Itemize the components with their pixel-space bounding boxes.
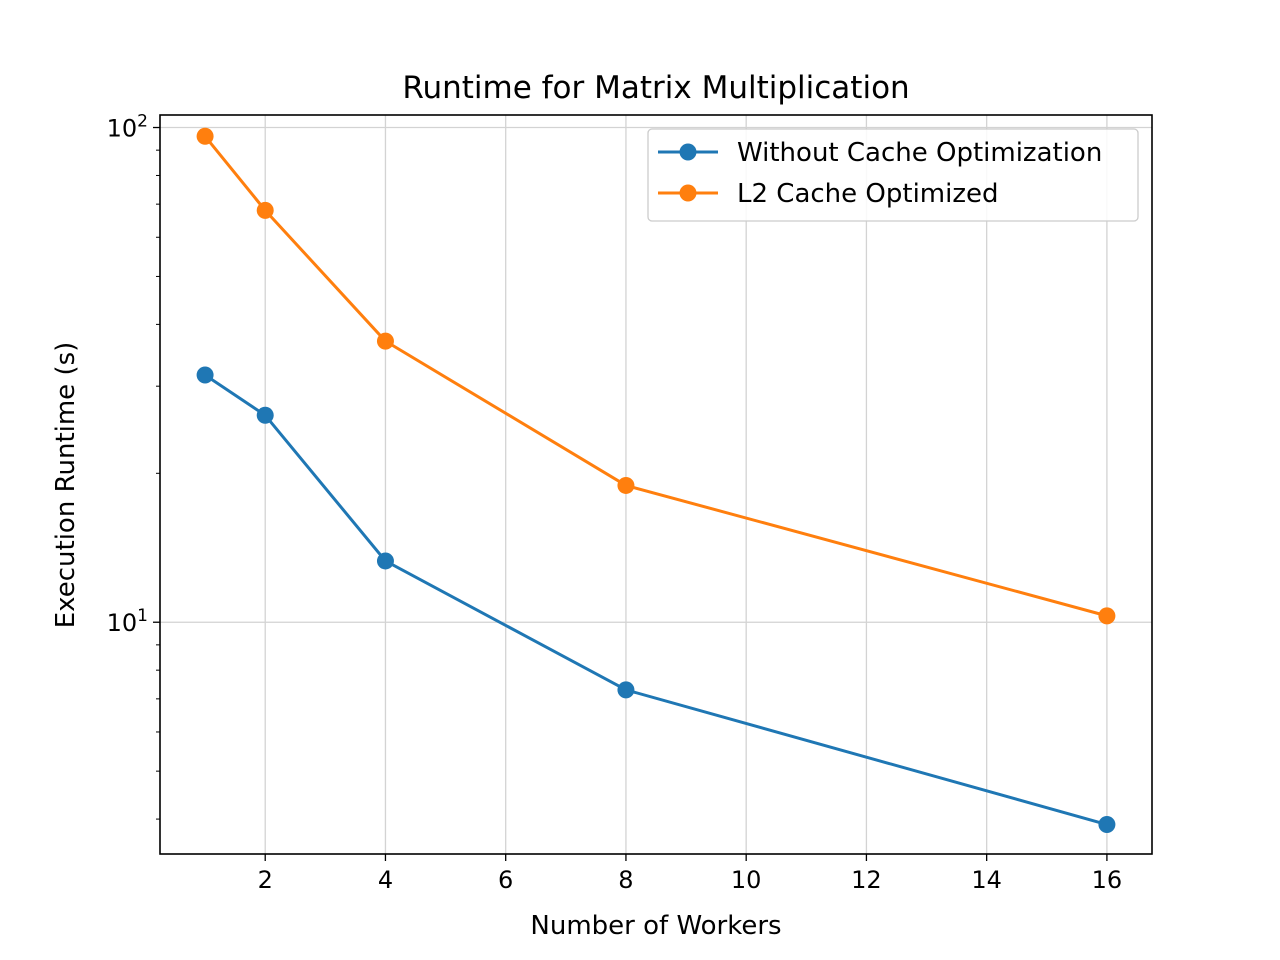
y-axis-label: Execution Runtime (s): [51, 342, 81, 629]
x-axis-label: Number of Workers: [530, 911, 781, 941]
x-tick-label: 6: [498, 866, 513, 894]
data-point: [376, 332, 394, 350]
data-point: [617, 476, 635, 494]
x-tick-label: 10: [731, 866, 762, 894]
legend-marker: [679, 184, 697, 202]
x-tick-label: 8: [618, 866, 633, 894]
x-tick-label: 2: [258, 866, 273, 894]
chart-title: Runtime for Matrix Multiplication: [402, 70, 909, 106]
legend-marker: [679, 143, 697, 161]
grid: [160, 115, 1152, 854]
data-point: [256, 201, 274, 219]
x-tick-label: 14: [971, 866, 1002, 894]
data-point: [256, 406, 274, 424]
data-point: [196, 127, 214, 145]
y-tick-label: 102: [107, 112, 148, 143]
x-tick-label: 16: [1092, 866, 1123, 894]
data-point: [376, 552, 394, 570]
plot-frame: [159, 114, 1153, 855]
data-point: [196, 366, 214, 384]
data-point: [617, 681, 635, 699]
legend: Without Cache Optimization L2 Cache Optim…: [647, 128, 1139, 222]
data-point: [1098, 607, 1116, 625]
x-tick-label: 12: [851, 866, 882, 894]
ticks: 2 4 6 8 10 12 14 16 101 102: [107, 112, 1123, 894]
data-point: [1098, 816, 1116, 834]
legend-box: [647, 128, 1139, 222]
y-tick-label: 101: [107, 606, 148, 637]
legend-label: L2 Cache Optimized: [737, 179, 999, 209]
series-layer: [196, 127, 1116, 834]
x-tick-label: 4: [378, 866, 393, 894]
legend-label: Without Cache Optimization: [737, 138, 1102, 168]
